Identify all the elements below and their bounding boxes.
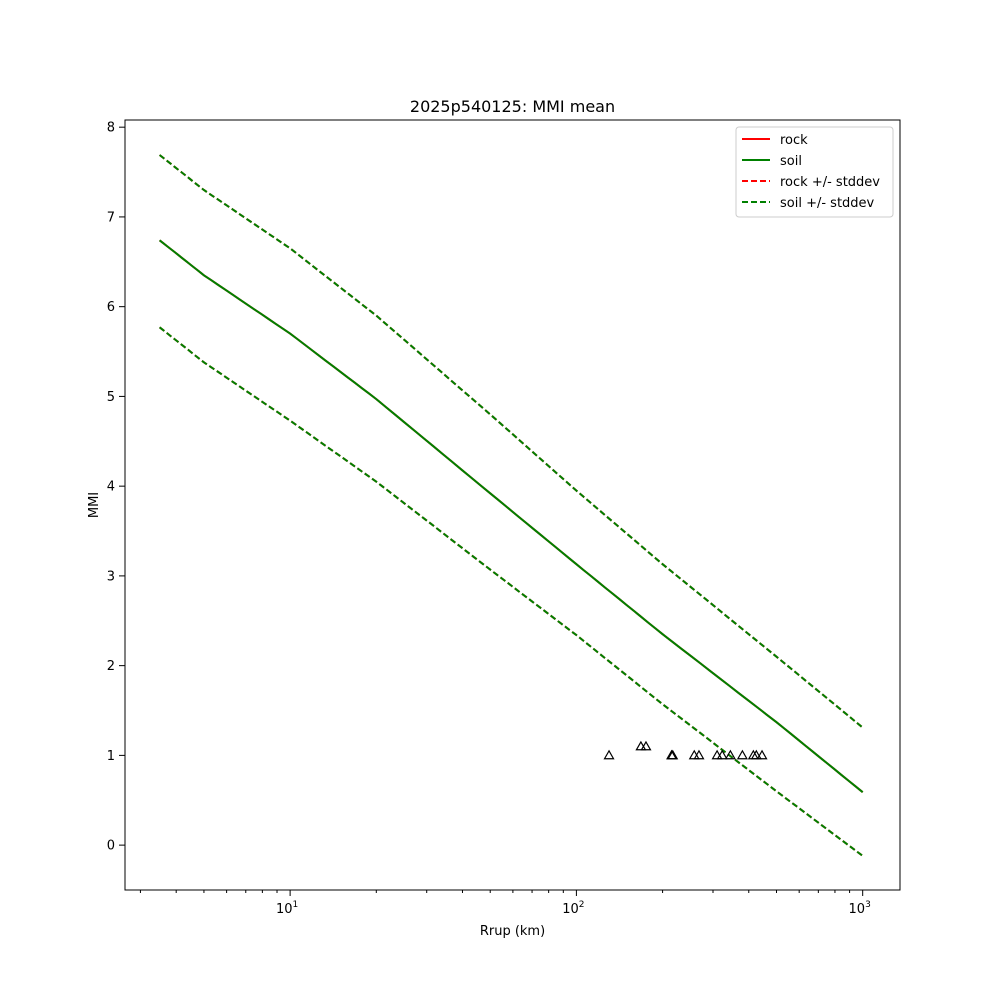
observation-point — [750, 749, 762, 760]
legend-box — [735, 126, 894, 218]
observation-point — [716, 749, 728, 760]
x-tick-label: 102 — [562, 900, 584, 917]
x-tick-label: 103 — [849, 900, 871, 917]
plot-area — [158, 154, 864, 857]
legend: rock soil rock +/- stddev soil +/- stddev — [735, 126, 894, 218]
observation-point — [667, 749, 679, 760]
y-tick-label: 5 — [107, 390, 115, 405]
chart-title: 2025p540125: MMI mean — [410, 97, 615, 116]
y-tick-label: 0 — [107, 839, 115, 854]
y-tick-label: 1 — [107, 749, 115, 764]
series-lower-soil-stddev — [158, 326, 864, 857]
y-tick-label: 8 — [107, 121, 115, 136]
legend-entry-label: rock +/- stddev — [780, 175, 880, 190]
observation-point — [736, 749, 748, 760]
series-line-soil — [158, 239, 864, 793]
x-axis-label: Rrup (km) — [480, 924, 545, 939]
series-upper-soil-stddev — [158, 154, 864, 729]
observation-point — [640, 740, 652, 751]
y-tick-label: 3 — [107, 569, 115, 584]
legend-entry-label: soil — [780, 154, 802, 169]
observation-point — [756, 749, 768, 760]
observation-point — [724, 749, 736, 760]
y-axis-ticks: 0 1 2 3 4 5 6 7 8 — [107, 121, 125, 854]
y-tick-label: 4 — [107, 480, 115, 495]
x-tick-label: 101 — [276, 900, 298, 917]
y-tick-label: 7 — [107, 210, 115, 225]
y-tick-label: 2 — [107, 659, 115, 674]
y-tick-label: 6 — [107, 300, 115, 315]
legend-entry-label: soil +/- stddev — [780, 196, 875, 211]
y-axis-label: MMI — [87, 492, 102, 518]
legend-entry-label: rock — [780, 133, 808, 148]
x-axis-ticks: 101 102 103 — [139, 890, 871, 917]
observation-point — [693, 749, 705, 760]
observation-point — [603, 749, 615, 760]
